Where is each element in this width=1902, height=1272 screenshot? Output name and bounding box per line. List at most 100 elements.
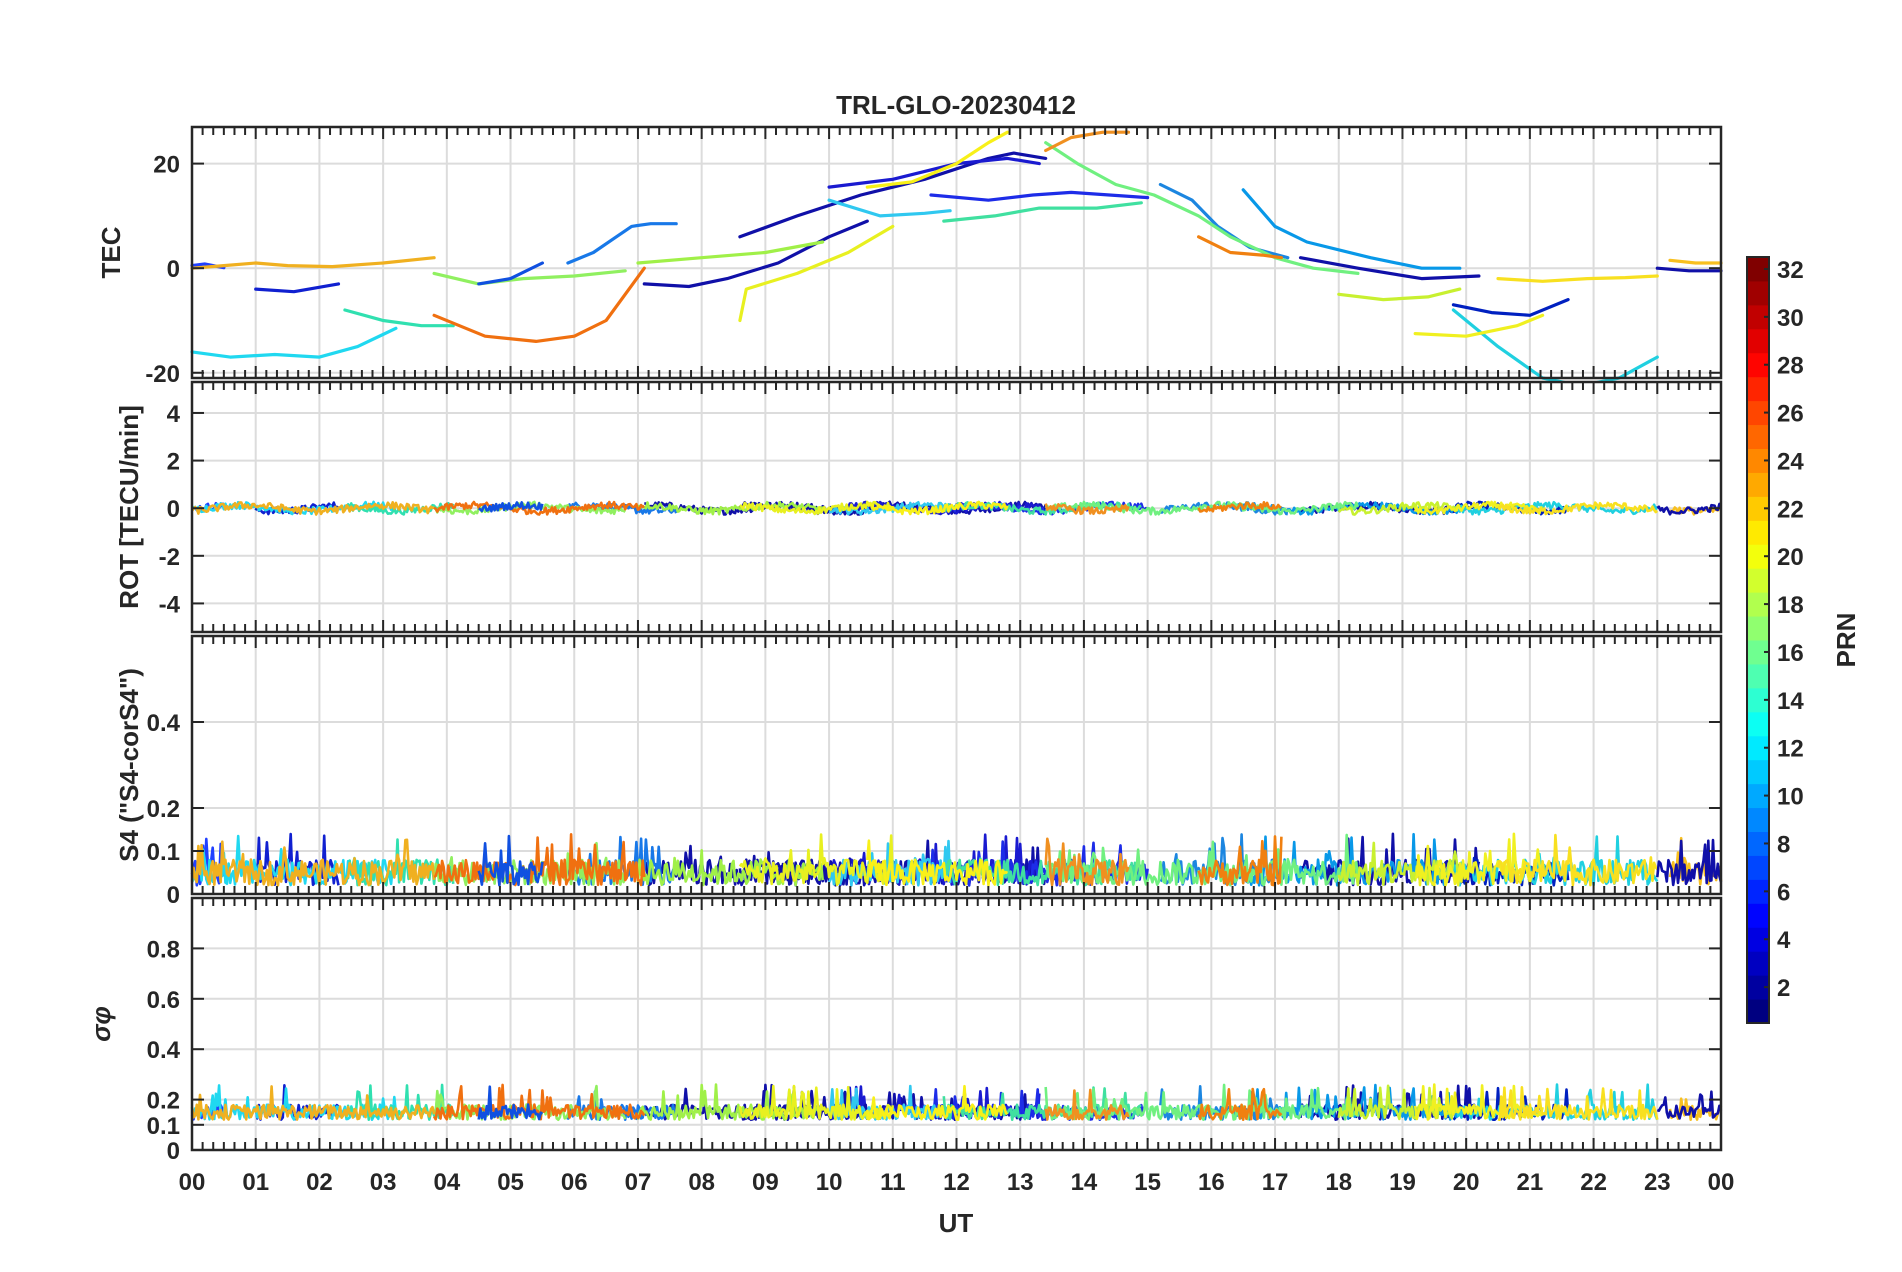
series-line	[191, 500, 435, 516]
panel-s4: 0.4 0.2 0.1 0 S4 ("S4-corS4")	[114, 634, 1723, 909]
y-tick-label: 20	[153, 152, 180, 179]
series-line	[477, 834, 544, 887]
y-tick-label: 0.2	[147, 796, 180, 823]
x-tick-label: 15	[1134, 1169, 1161, 1196]
series-line	[1451, 298, 1570, 317]
y-tick-label: 4	[167, 401, 181, 428]
series-line	[636, 240, 825, 265]
x-tick-label: 03	[370, 1169, 397, 1196]
series-line	[190, 256, 436, 270]
y-tick-label: -20	[145, 361, 180, 388]
colorbar-segment	[1747, 496, 1769, 521]
series-line	[1044, 1083, 1360, 1121]
series-line	[1044, 503, 1130, 516]
y-tick-label: 0.2	[147, 1088, 180, 1115]
colorbar-segment	[1747, 783, 1769, 809]
series-line	[1337, 287, 1462, 302]
x-tick-label: 07	[625, 1169, 652, 1196]
colorbar-segment	[1747, 400, 1769, 426]
colorbar-tick-label: 28	[1777, 353, 1804, 380]
colorbar-segment	[1747, 544, 1769, 569]
y-tick-label: 2	[167, 449, 180, 476]
y-tick-label: 0	[167, 256, 180, 283]
colorbar-tick-label: 30	[1777, 305, 1804, 332]
y-tick-label: 0.4	[147, 1037, 181, 1064]
series-line	[432, 841, 627, 887]
series-line	[942, 201, 1143, 223]
colorbar-segment	[1747, 376, 1769, 402]
colorbar-segment	[1747, 520, 1769, 545]
series-line	[477, 1085, 544, 1121]
x-tick-label: 21	[1517, 1169, 1544, 1196]
chart-title: TRL-GLO-20230412	[836, 90, 1076, 120]
series-line	[1044, 833, 1360, 887]
series-line	[433, 832, 646, 887]
colorbar-segment	[1747, 759, 1769, 785]
series-line	[1496, 833, 1659, 887]
x-tick-label: 10	[816, 1169, 843, 1196]
series-line	[566, 222, 678, 265]
x-tick-label: 06	[561, 1169, 588, 1196]
colorbar-segment	[1747, 999, 1769, 1024]
series-line	[866, 500, 1009, 516]
series-line	[343, 308, 455, 328]
colorbar-segment	[1747, 568, 1769, 593]
series-line	[432, 269, 627, 286]
series-line	[1656, 502, 1722, 516]
x-axis: 00 01 02 03 04 05 06 07 08 09 10 11 12 13 14 15 16 17 18 19…	[179, 1169, 1735, 1196]
y-tick-label: -2	[159, 544, 180, 571]
series-line	[1656, 1090, 1723, 1120]
series-line	[190, 1085, 436, 1121]
series-line	[1413, 500, 1543, 515]
colorbar-tick-label: 24	[1777, 448, 1804, 475]
x-tick-label: 18	[1325, 1169, 1352, 1196]
series-line	[866, 839, 1009, 887]
colorbar-segment	[1747, 879, 1769, 904]
y-tick-label: 0.4	[147, 710, 181, 737]
colorbar-segment	[1747, 280, 1769, 306]
series-line	[738, 833, 895, 887]
series-line	[865, 130, 1010, 189]
series-line	[642, 219, 869, 289]
x-tick-label: 05	[497, 1169, 524, 1196]
colorbar-segment	[1747, 807, 1769, 832]
y-tick-label: 0	[167, 496, 180, 523]
series-line	[1196, 235, 1284, 260]
x-axis-label: UT	[939, 1208, 974, 1238]
y-tick-label: 0	[167, 882, 180, 909]
colorbar-tick-label: 4	[1777, 927, 1791, 954]
colorbar-tick-label: 16	[1777, 640, 1804, 667]
series-line	[1655, 266, 1723, 273]
series-line	[1197, 835, 1283, 887]
colorbar-segment	[1747, 304, 1769, 330]
x-tick-label: 11	[880, 1169, 905, 1196]
colorbar-segment	[1747, 711, 1769, 737]
colorbar-tick-label: 32	[1777, 257, 1804, 284]
colorbar-segment	[1747, 927, 1769, 952]
colorbar-tick-label: 8	[1777, 831, 1790, 858]
colorbar-segment	[1747, 328, 1769, 354]
x-tick-label: 13	[1007, 1169, 1034, 1196]
colorbar-segment	[1747, 663, 1769, 689]
colorbar-tick-label: 14	[1777, 688, 1804, 715]
series-line	[477, 261, 545, 286]
series-line	[827, 198, 952, 218]
colorbar: 32 30 28 26 24 22 20 18 16 14 12 10 8 6 4 2	[1746, 256, 1804, 1024]
series-line	[1453, 500, 1659, 516]
series-line	[1656, 838, 1723, 887]
y-axis-label: TEC	[96, 226, 126, 278]
colorbar-tick-label: 12	[1777, 736, 1804, 763]
series-line	[1044, 1088, 1130, 1121]
series-line	[190, 326, 398, 359]
series-line	[1413, 313, 1545, 338]
x-tick-label: 08	[688, 1169, 715, 1196]
panel-rot: 4 2 0 -2 -4 ROT [TECU/min]	[114, 380, 1723, 634]
y-tick-label: -4	[159, 591, 181, 618]
colorbar-segment	[1747, 424, 1769, 449]
x-tick-label: 14	[1071, 1169, 1098, 1196]
series-line	[1241, 188, 1462, 270]
series-line	[1197, 1087, 1283, 1121]
colorbar-segment	[1747, 975, 1769, 1000]
colorbar-segment	[1747, 448, 1769, 473]
